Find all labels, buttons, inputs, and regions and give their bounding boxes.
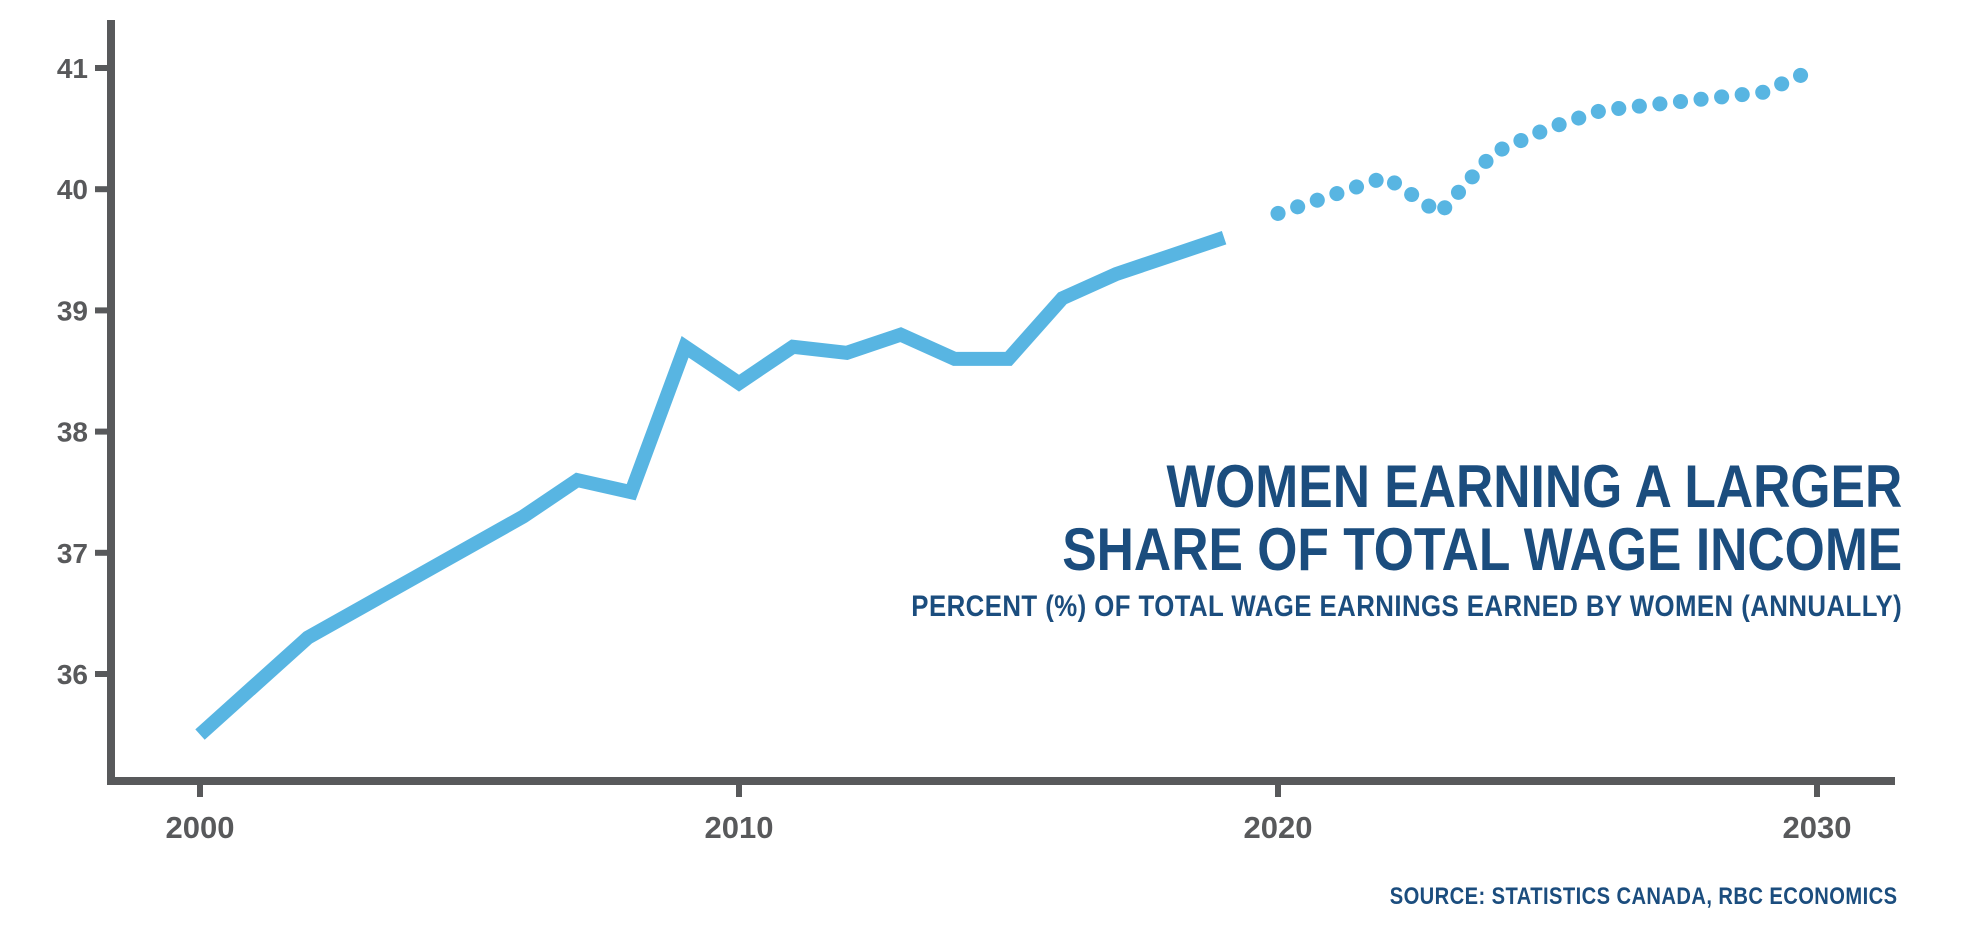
x-tick-label: 2030 [1783, 810, 1852, 845]
y-tick-label: 40 [57, 174, 88, 205]
x-tick-label: 2020 [1244, 810, 1313, 845]
chart-title-block: WOMEN EARNING A LARGER SHARE OF TOTAL WA… [911, 455, 1902, 624]
chart-title-line1: WOMEN EARNING A LARGER [1166, 453, 1902, 520]
source-note: SOURCE: STATISTICS CANADA, RBC ECONOMICS [1389, 883, 1897, 910]
x-tick-label: 2000 [166, 810, 235, 845]
actual-series-line [195, 231, 1227, 740]
chart-subtitle: PERCENT (%) OF TOTAL WAGE EARNINGS EARNE… [911, 590, 1902, 623]
y-tick-label: 36 [57, 659, 88, 690]
projection-series-dots [1270, 60, 1825, 224]
chart-title-line2: SHARE OF TOTAL WAGE INCOME [1062, 516, 1902, 583]
y-tick-label: 37 [57, 538, 88, 569]
x-tick-label: 2010 [705, 810, 774, 845]
y-tick-label: 38 [57, 417, 88, 448]
y-tick-label: 41 [57, 53, 88, 84]
y-tick-label: 39 [57, 295, 88, 326]
